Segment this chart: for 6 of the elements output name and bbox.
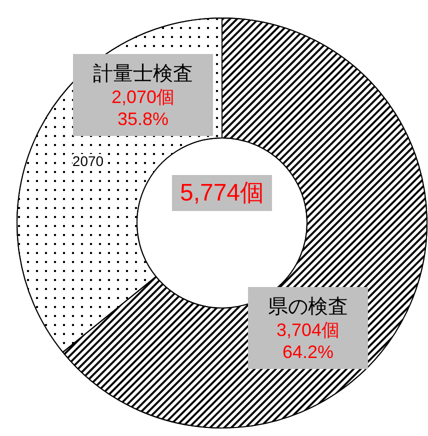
- data-label: 2,070個 35.8%: [111, 87, 175, 129]
- text: 5,774個: [180, 180, 264, 206]
- data-label: 3,704個 64.2%: [276, 320, 340, 362]
- text: 2070: [72, 153, 104, 169]
- slice-label: 県の検査: [268, 296, 348, 318]
- slice-label: 計量士検査: [93, 63, 193, 85]
